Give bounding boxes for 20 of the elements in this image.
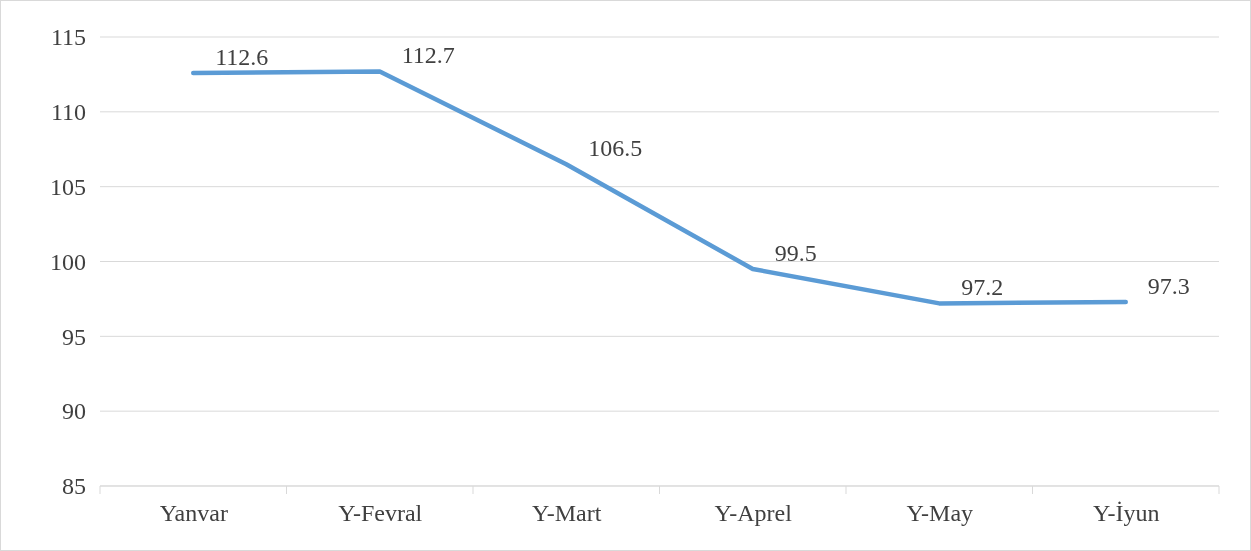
data-label: 112.7 [401,42,455,69]
y-tick-label: 90 [62,398,86,425]
data-label: 99.5 [774,239,817,266]
y-tick-label: 105 [50,173,86,200]
x-tick-label: Y-Aprel [714,500,793,527]
y-tick-label: 115 [50,24,86,51]
y-tick-label: 85 [62,473,86,500]
y-tick-label: 100 [50,248,86,275]
x-tick-label: Y-Mart [532,500,602,527]
y-tick-label: 110 [50,99,86,126]
data-label: 106.5 [588,135,643,162]
data-label: 97.3 [1147,272,1190,299]
data-label: 97.2 [961,274,1004,301]
x-tick-label: Y-Fevral [338,500,423,527]
line-series [191,69,1128,306]
data-label: 112.6 [215,43,269,70]
x-tick-label: Y-May [906,500,974,527]
y-tick-label: 95 [62,323,86,350]
x-tick-label: Yanvar [159,500,228,527]
x-tick-label: Y-İyun [1092,500,1160,527]
